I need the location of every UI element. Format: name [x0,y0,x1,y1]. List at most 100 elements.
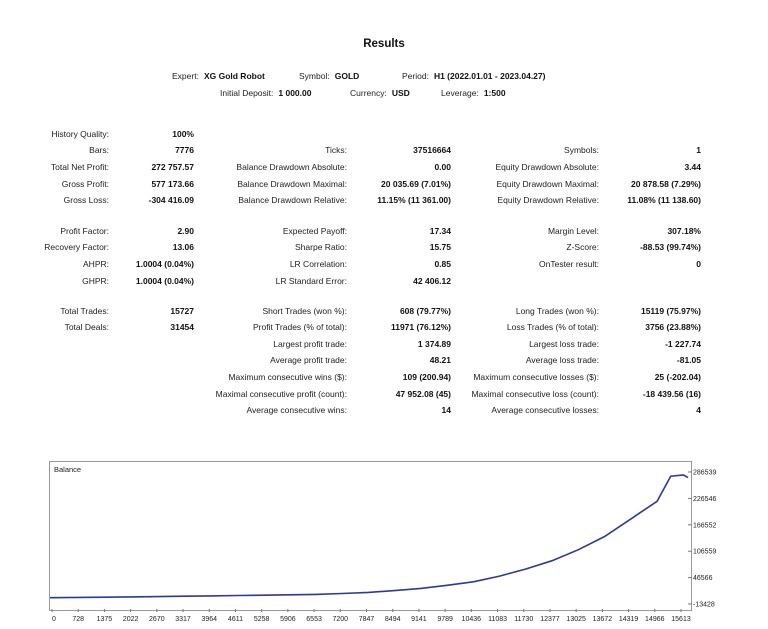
leverage-info: Leverage: 1:500 [441,88,506,98]
ontester-result-value: 0 [696,259,701,269]
deposit-label: Initial Deposit: [220,88,274,98]
chart-title: Balance [54,465,82,474]
x-tick-label: 0 [52,616,56,623]
x-tick-label: 5906 [280,616,296,623]
sharpe-ratio-label: Sharpe Ratio: [295,242,347,252]
x-tick-label: 12377 [540,616,560,623]
balance-chart: Balance [49,461,692,611]
y-tick-label: 106559 [693,549,716,556]
loss-trades-value: 3756 (23.88%) [645,322,701,332]
z-score-label: Z-Score: [566,242,599,252]
balance-dd-relative-label: Balance Drawdown Relative: [238,195,347,205]
y-tick-label: 226546 [693,496,716,503]
ticks-value: 37516664 [413,145,451,155]
average-consecutive-wins-label: Average consecutive wins: [246,405,347,415]
x-tick-label: 5258 [254,616,270,623]
total-deals-label: Total Deals: [64,322,109,332]
recovery-factor-value: 13.06 [172,242,194,252]
bars-value: 7776 [175,145,194,155]
expert-label: Expert: [172,71,199,81]
max-consecutive-losses-label: Maximum consecutive losses ($): [473,372,599,382]
x-tick-label: 15613 [671,616,691,623]
largest-profit-trade-value: 1 374.89 [417,339,451,349]
ghpr-label: GHPR: [82,276,109,286]
equity-dd-absolute-value: 3.44 [684,162,701,172]
profit-factor-value: 2.90 [177,226,194,236]
total-net-profit-value: 272 757.57 [151,162,194,172]
bars-label: Bars: [89,145,109,155]
x-tick-label: 8494 [385,616,401,623]
balance-dd-absolute-label: Balance Drawdown Absolute: [236,162,347,172]
ahpr-value: 1.0004 (0.04%) [135,259,194,269]
x-tick-label: 1375 [97,616,113,623]
x-tick-label: 14966 [645,616,665,623]
x-tick-label: 4611 [228,616,243,623]
ticks-label: Ticks: [325,145,347,155]
average-loss-trade-value: -81.05 [676,355,701,365]
currency-info: Currency: USD [350,88,410,98]
symbol-label: Symbol: [299,71,330,81]
balance-dd-relative-value: 11.15% (11 361.00) [377,195,451,205]
y-tick-label: -13428 [693,602,715,609]
recovery-factor-label: Recovery Factor: [44,242,109,252]
largest-loss-trade-label: Largest loss trade: [529,339,599,349]
y-tick-label: 286539 [693,470,716,477]
expert-info: Expert: XG Gold Robot [172,71,265,81]
currency-label: Currency: [350,88,387,98]
loss-trades-label: Loss Trades (% of total): [506,322,599,332]
lr-correlation-label: LR Correlation: [289,259,347,269]
short-trades-value: 608 (79.77%) [399,306,451,316]
average-loss-trade-label: Average loss trade: [525,355,599,365]
period-label: Period: [402,71,429,81]
equity-dd-absolute-label: Equity Drawdown Absolute: [495,162,599,172]
balance-dd-absolute-value: 0.00 [434,162,451,172]
equity-dd-relative-label: Equity Drawdown Relative: [497,195,599,205]
gross-loss-label: Gross Loss: [63,195,109,205]
lr-standard-error-value: 42 406.12 [413,276,451,286]
leverage-label: Leverage: [441,88,479,98]
gross-profit-label: Gross Profit: [61,179,109,189]
total-net-profit-label: Total Net Profit: [50,162,109,172]
maximal-consecutive-profit-value: 47 952.08 (45) [395,389,451,399]
x-tick-label: 7847 [359,616,375,623]
x-tick-label: 2022 [123,616,139,623]
sharpe-ratio-value: 15.75 [429,242,451,252]
total-deals-value: 31454 [170,322,194,332]
x-tick-label: 10436 [462,616,482,623]
margin-level-label: Margin Level: [547,226,599,236]
deposit-value: 1 000.00 [278,88,312,98]
maximal-consecutive-loss-label: Maximal consecutive loss (count): [471,389,599,399]
profit-factor-label: Profit Factor: [60,226,109,236]
gross-profit-value: 577 173.66 [151,179,194,189]
short-trades-label: Short Trades (won %): [262,306,347,316]
ontester-result-label: OnTester result: [539,259,599,269]
history-quality-value: 100% [172,129,194,139]
equity-dd-relative-value: 11.08% (11 138.60) [627,195,701,205]
x-tick-label: 3317 [175,616,191,623]
x-tick-label: 9789 [437,616,453,623]
leverage-value: 1:500 [483,88,506,98]
x-tick-label: 7200 [333,616,349,623]
margin-level-value: 307.18% [667,226,701,236]
symbol-value: GOLD [334,71,360,81]
ghpr-value: 1.0004 (0.04%) [135,276,194,286]
largest-profit-trade-label: Largest profit trade: [273,339,347,349]
balance-dd-maximal-label: Balance Drawdown Maximal: [237,179,347,189]
max-consecutive-wins-value: 109 (200.94) [402,372,451,382]
x-tick-label: 11083 [488,616,507,623]
x-tick-label: 728 [72,616,84,623]
x-tick-label: 2670 [149,616,165,623]
y-tick-label: 46566 [693,575,713,582]
balance-dd-maximal-value: 20 035.69 (7.01%) [381,179,451,189]
expected-payoff-value: 17.34 [429,226,451,236]
long-trades-value: 15119 (75.97%) [640,306,701,316]
total-trades-label: Total Trades: [60,306,109,316]
average-consecutive-losses-value: 4 [696,405,701,415]
gross-loss-value: -304 416.09 [148,195,194,205]
maximal-consecutive-profit-label: Maximal consecutive profit (count): [215,389,347,399]
equity-dd-maximal-label: Equity Drawdown Maximal: [496,179,599,189]
average-consecutive-losses-label: Average consecutive losses: [491,405,599,415]
average-consecutive-wins-value: 14 [441,405,451,415]
period-info: Period: H1 (2022.01.01 - 2023.04.27) [402,71,545,81]
